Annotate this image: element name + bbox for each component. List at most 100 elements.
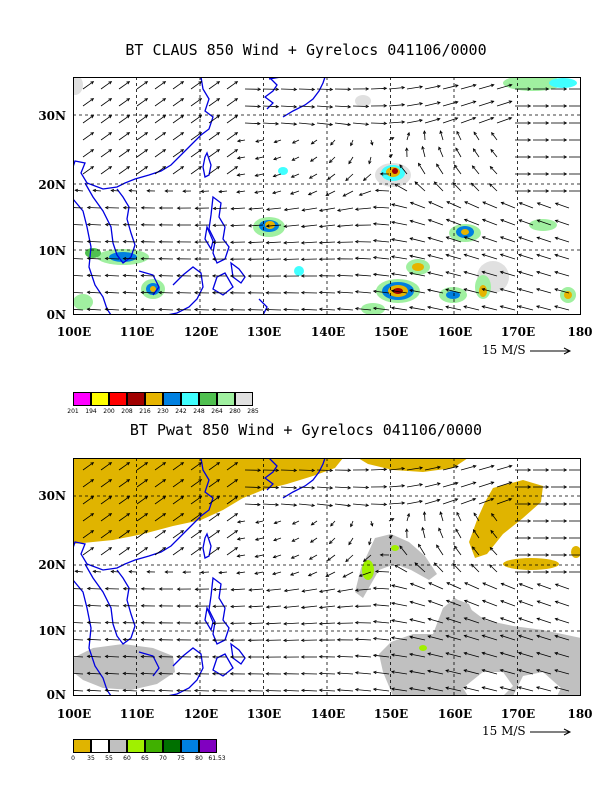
wind-vector [327, 554, 336, 561]
wind-vector [442, 84, 459, 90]
legend-swatch [73, 392, 91, 406]
wind-vector [319, 622, 336, 625]
wind-vector [123, 639, 138, 641]
wind-vector-head [518, 219, 523, 223]
wind-vector [409, 636, 426, 641]
wind-vector-head [446, 582, 451, 586]
wind-vector [262, 503, 279, 506]
wind-vector-head [236, 520, 241, 524]
wind-vector-head [122, 688, 127, 693]
wind-vector [345, 173, 354, 181]
wind-vector [283, 258, 300, 260]
wind-vector [213, 207, 228, 209]
wind-vector [208, 496, 220, 505]
wind-vector-head [162, 98, 167, 102]
wind-vector [73, 241, 84, 243]
wind-vector-head [194, 206, 199, 210]
wind-vector [123, 673, 138, 675]
bottom-x-label: 100E [56, 707, 92, 721]
wind-vector-head [445, 253, 450, 258]
wind-vector-head [527, 502, 532, 506]
wind-vector-head [158, 223, 163, 227]
wind-vector-head [336, 257, 341, 261]
wind-vector-head [401, 103, 406, 107]
top-grid [73, 77, 581, 315]
wind-vector [337, 672, 354, 675]
wind-vector [536, 288, 552, 294]
wind-vector [445, 271, 462, 277]
wind-vector [301, 241, 318, 244]
wind-vector-head [247, 688, 252, 693]
wind-vector [172, 479, 184, 488]
wind-vector [554, 254, 570, 260]
wind-vector-head [126, 166, 131, 170]
wind-vector-head [104, 671, 109, 676]
wind-vector-head [158, 307, 162, 312]
wind-vector-head [248, 605, 252, 609]
wind-vector-head [318, 307, 323, 311]
wind-vector-head [255, 139, 259, 143]
wind-vector-head [554, 305, 558, 309]
wind-vector-head [453, 164, 458, 169]
wind-vector [298, 486, 315, 489]
wind-vector [438, 528, 444, 539]
wind-vector-head [194, 621, 198, 625]
wind-vector [464, 288, 480, 294]
wind-vector-head [194, 291, 198, 295]
wind-vector-head [104, 603, 109, 608]
wind-vector [496, 100, 512, 107]
wind-vector-head [140, 307, 145, 312]
wind-vector [82, 98, 94, 107]
bottom-x-label: 160E [437, 707, 473, 721]
legend-level-label: 0 [71, 755, 75, 762]
wind-vector-head [158, 206, 163, 210]
wind-vector-head [419, 466, 424, 470]
wind-vector [273, 537, 282, 541]
wind-vector [464, 219, 480, 226]
wind-vector [352, 486, 369, 488]
wind-vector [343, 571, 354, 578]
wind-vector-head [490, 148, 494, 153]
wind-vector-head [499, 686, 504, 690]
wind-vector [105, 672, 120, 675]
wind-vector [319, 588, 336, 593]
wind-vector [536, 271, 552, 277]
wind-vector-head [545, 468, 550, 472]
wind-vector [226, 513, 238, 522]
wind-vector [136, 81, 148, 90]
wind-vector [464, 271, 480, 277]
wind-vector [446, 219, 462, 226]
wind-vector [319, 673, 336, 675]
wind-vector-head [383, 485, 388, 489]
wind-vector-head [218, 570, 223, 575]
wind-vector [500, 288, 516, 294]
wind-vector [373, 688, 390, 692]
wind-vector-head [325, 192, 330, 196]
wind-vector-head [554, 253, 559, 258]
wind-vector [482, 271, 498, 277]
wind-vector-head [365, 485, 370, 490]
wind-vector-head [176, 290, 180, 295]
wind-vector-head [283, 307, 287, 312]
wind-vector [355, 588, 372, 591]
wind-vector [154, 547, 166, 556]
wind-vector-head [370, 522, 374, 527]
wind-vector-head [345, 558, 349, 563]
wind-vector-head [563, 485, 568, 489]
wind-vector-head [158, 654, 163, 659]
wind-vector-head [563, 172, 568, 176]
wind-vector-head [283, 274, 287, 278]
wind-vector [254, 571, 264, 575]
wind-vector-head [283, 655, 287, 659]
wind-vector-head [158, 638, 163, 642]
wind-vector [482, 669, 498, 675]
wind-vector [136, 479, 148, 488]
wind-vector-head [472, 83, 477, 88]
wind-vector [255, 537, 264, 541]
wind-vector-head [421, 145, 425, 150]
wind-vector [274, 139, 282, 143]
wind-vector-head [140, 688, 145, 693]
wind-vector [373, 273, 390, 277]
wind-vector [230, 224, 246, 226]
wind-vector-head [176, 257, 180, 261]
